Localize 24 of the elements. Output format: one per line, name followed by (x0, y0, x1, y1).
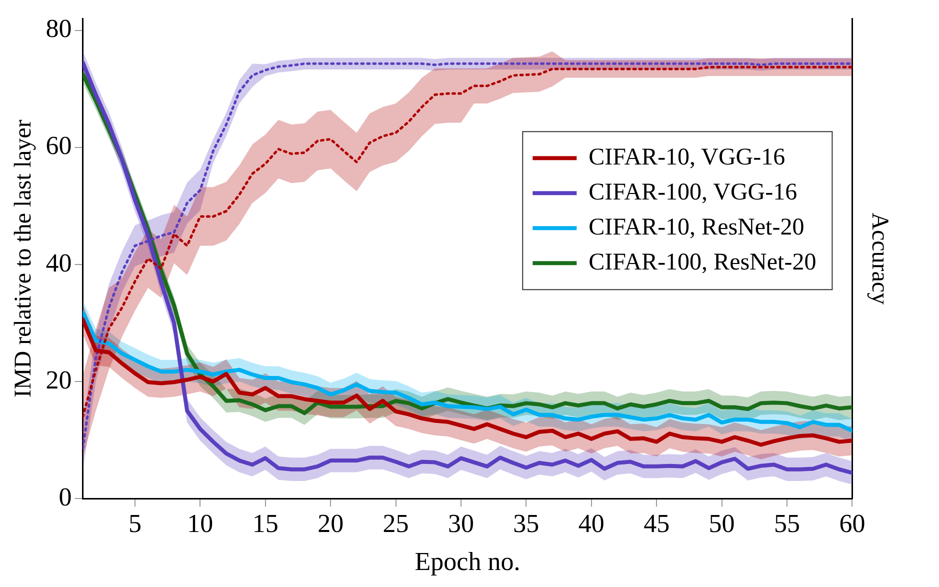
y-tick-label: 60 (46, 131, 72, 160)
y-axis-title: IMD relative to the last layer (10, 120, 37, 398)
x-axis-title: Epoch no. (414, 547, 520, 576)
x-tick-label: 10 (187, 509, 214, 538)
legend-label: CIFAR-100, ResNet-20 (588, 249, 816, 276)
legend-label: CIFAR-10, VGG-16 (588, 144, 786, 170)
x-tick-label: 55 (774, 509, 800, 538)
y-tick-label: 40 (46, 248, 72, 278)
x-tick-label: 40 (578, 509, 604, 538)
x-tick-label: 60 (839, 509, 866, 538)
x-tick-label: 25 (382, 509, 409, 538)
y-tick-label: 80 (46, 14, 72, 44)
x-tick-label: 30 (448, 509, 474, 538)
x-tick-label: 35 (513, 509, 540, 538)
y-tick-label: 20 (46, 365, 72, 394)
x-tick-label: 50 (708, 509, 735, 538)
x-tick-label: 15 (252, 509, 278, 538)
x-tick-label: 5 (128, 509, 142, 538)
x-tick-label: 45 (644, 509, 670, 538)
y2-axis-title: Accuracy (866, 212, 892, 305)
x-tick-label: 20 (318, 509, 344, 538)
y-tick-label: 0 (58, 482, 72, 512)
legend-label: CIFAR-10, ResNet-20 (588, 214, 804, 240)
legend-label: CIFAR-100, VGG-16 (588, 179, 798, 206)
